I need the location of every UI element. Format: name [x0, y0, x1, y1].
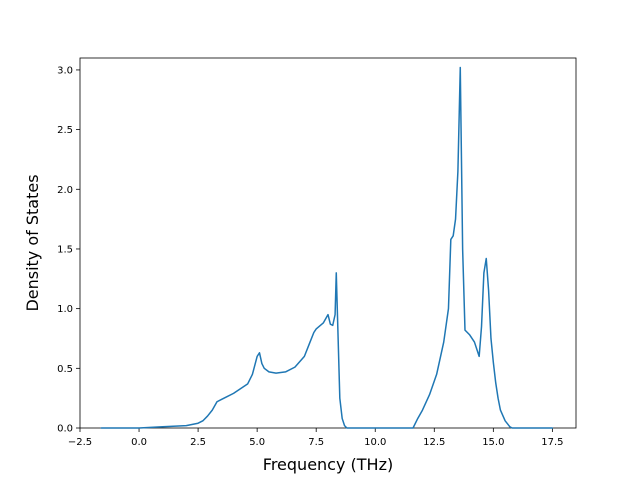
y-tick-label: 1.5	[57, 244, 73, 255]
x-tick-label: 2.5	[190, 437, 206, 448]
y-axis-label: Density of States	[23, 174, 42, 311]
x-tick-label: 10.0	[364, 437, 386, 448]
y-axis: 0.0 0.5 1.0 1.5 2.0 2.5 3.0	[57, 65, 80, 435]
x-axis: −2.5 0.0 2.5 5.0 7.5 10.0 12.5 15.0 17.5	[68, 428, 564, 448]
plot-frame	[79, 57, 577, 429]
x-tick-label: 15.0	[482, 437, 504, 448]
x-tick-label: 7.5	[308, 437, 324, 448]
series-layer	[100, 66, 554, 429]
y-tick-label: 3.0	[57, 65, 73, 76]
y-tick-label: 0.5	[57, 364, 73, 375]
x-tick-label: 0.0	[131, 437, 147, 448]
x-tick-label: −2.5	[68, 437, 92, 448]
x-tick-label: 5.0	[249, 437, 265, 448]
x-tick-label: 17.5	[541, 437, 563, 448]
y-tick-label: 2.0	[57, 185, 73, 196]
y-tick-label: 0.0	[57, 424, 73, 435]
dos-curve	[100, 66, 554, 429]
x-tick-label: 12.5	[423, 437, 445, 448]
y-tick-label: 2.5	[57, 125, 73, 136]
y-tick-label: 1.0	[57, 304, 73, 315]
x-axis-label: Frequency (THz)	[263, 455, 393, 474]
